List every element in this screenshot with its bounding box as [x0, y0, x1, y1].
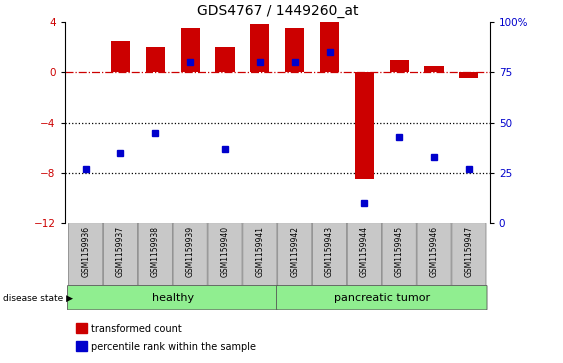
FancyBboxPatch shape — [276, 285, 487, 310]
Text: GSM1159946: GSM1159946 — [430, 226, 439, 277]
FancyBboxPatch shape — [347, 223, 382, 286]
FancyBboxPatch shape — [208, 223, 242, 286]
Text: GSM1159943: GSM1159943 — [325, 226, 334, 277]
Text: GSM1159939: GSM1159939 — [186, 226, 195, 277]
FancyBboxPatch shape — [452, 223, 486, 286]
Text: GSM1159937: GSM1159937 — [116, 226, 125, 277]
FancyBboxPatch shape — [278, 223, 312, 286]
FancyBboxPatch shape — [417, 223, 451, 286]
Bar — [425, 66, 444, 72]
Bar — [355, 72, 374, 179]
FancyBboxPatch shape — [138, 223, 172, 286]
Bar — [285, 28, 304, 72]
Text: GSM1159938: GSM1159938 — [151, 226, 160, 277]
Text: GSM1159944: GSM1159944 — [360, 226, 369, 277]
Text: GSM1159936: GSM1159936 — [81, 226, 90, 277]
Text: disease state ▶: disease state ▶ — [3, 294, 73, 303]
Text: GSM1159942: GSM1159942 — [290, 226, 299, 277]
Bar — [181, 28, 200, 72]
FancyBboxPatch shape — [243, 223, 277, 286]
Text: transformed count: transformed count — [91, 323, 181, 334]
Text: healthy: healthy — [151, 293, 194, 303]
Bar — [146, 47, 165, 72]
FancyBboxPatch shape — [104, 223, 137, 286]
FancyBboxPatch shape — [312, 223, 347, 286]
Text: pancreatic tumor: pancreatic tumor — [334, 293, 430, 303]
Text: GSM1159945: GSM1159945 — [395, 226, 404, 277]
FancyBboxPatch shape — [173, 223, 207, 286]
Text: percentile rank within the sample: percentile rank within the sample — [91, 342, 256, 352]
FancyBboxPatch shape — [68, 285, 278, 310]
Bar — [459, 72, 479, 78]
FancyBboxPatch shape — [382, 223, 416, 286]
Text: GSM1159941: GSM1159941 — [256, 226, 265, 277]
Bar — [111, 41, 130, 72]
Bar — [320, 22, 339, 72]
Bar — [216, 47, 235, 72]
Text: GSM1159940: GSM1159940 — [221, 226, 230, 277]
FancyBboxPatch shape — [69, 223, 102, 286]
Bar — [390, 60, 409, 72]
Bar — [251, 24, 270, 72]
Title: GDS4767 / 1449260_at: GDS4767 / 1449260_at — [196, 4, 358, 18]
Text: GSM1159947: GSM1159947 — [464, 226, 473, 277]
